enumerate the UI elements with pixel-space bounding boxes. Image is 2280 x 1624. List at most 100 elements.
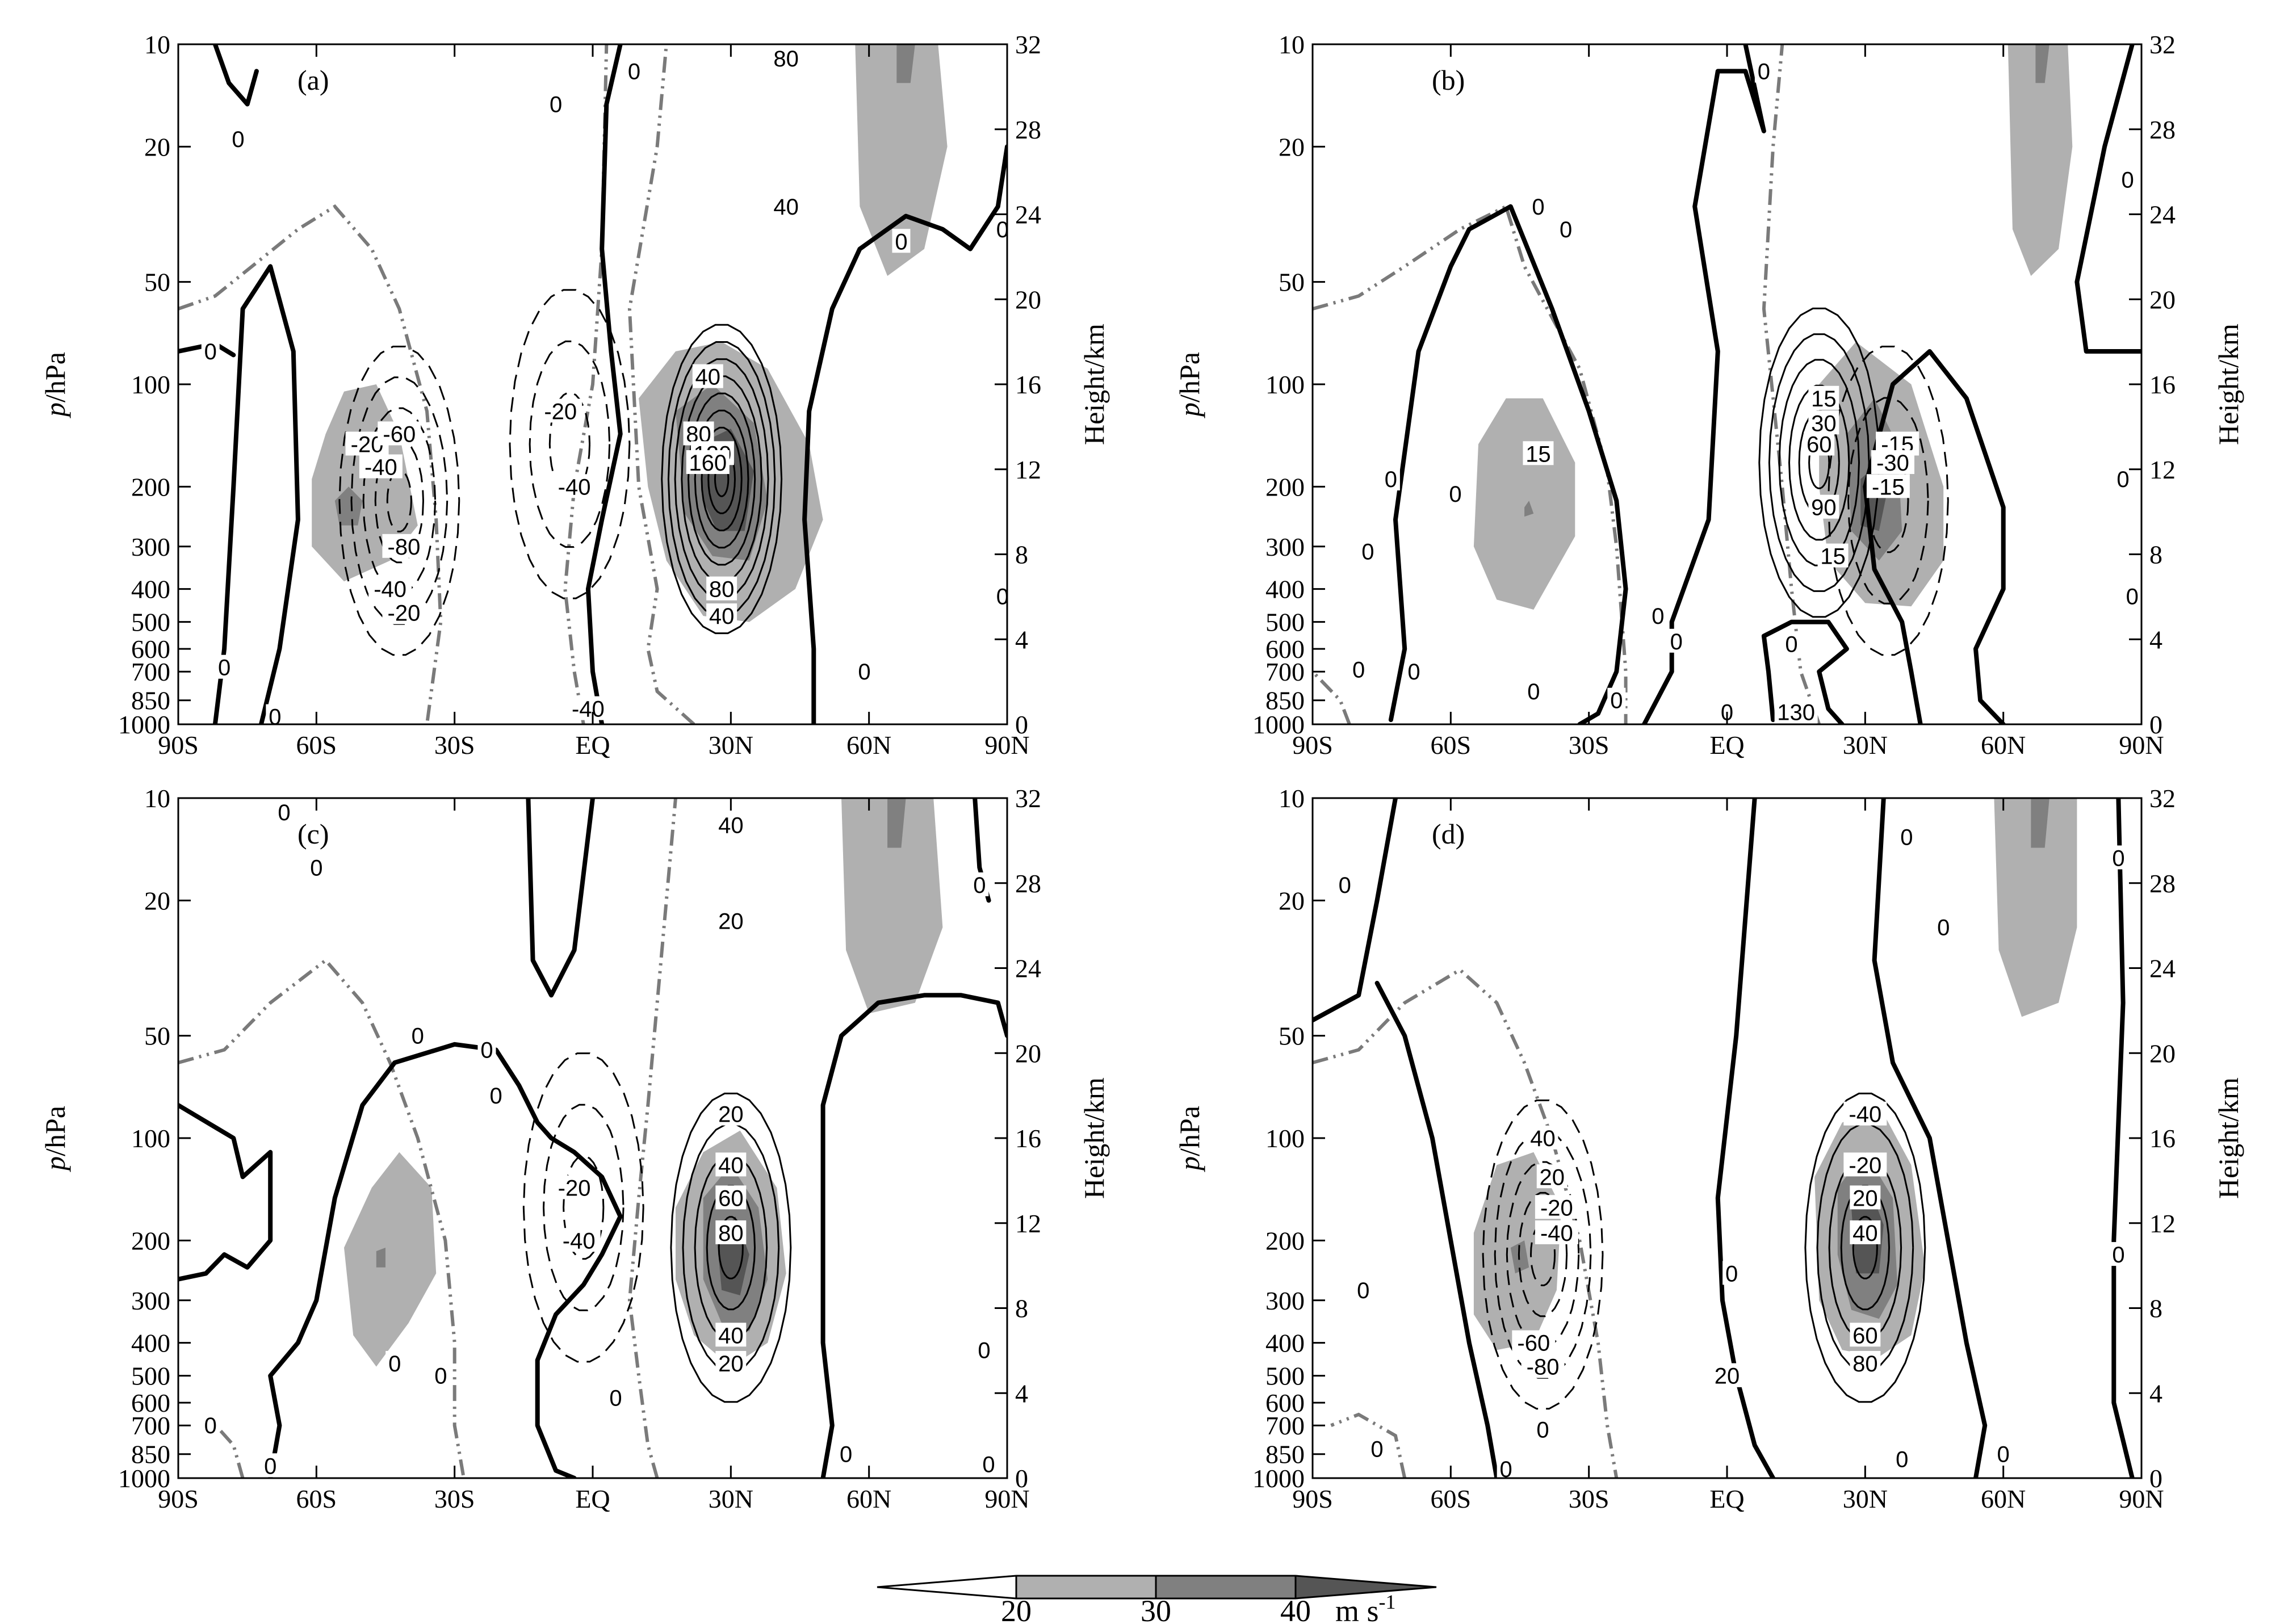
contour-label-bg-21 xyxy=(1808,494,1839,519)
contour-label-9: 0 xyxy=(1370,1437,1383,1462)
y-tick-label: 50 xyxy=(144,268,170,297)
contour-label-21: 90 xyxy=(1811,496,1837,521)
contour-label-2: 0 xyxy=(2112,1243,2124,1268)
y-tick-label: 100 xyxy=(131,1124,170,1153)
zero-contour-4 xyxy=(2074,44,2141,354)
shade-30-region-2 xyxy=(2035,44,2050,83)
contour-label-bg-11 xyxy=(1934,914,1953,939)
zero-contour-3 xyxy=(820,993,1007,1478)
y-axis-label: p/hPa xyxy=(39,352,71,418)
zero-contour-0 xyxy=(1388,204,1628,724)
contour-label-bg-8 xyxy=(993,584,1012,608)
contour-label-2: 0 xyxy=(269,705,281,730)
y2-tick-label: 28 xyxy=(1015,869,1041,898)
x-tick-label: 90N xyxy=(2119,1484,2164,1513)
y-tick-label: 50 xyxy=(1279,1022,1305,1051)
contour-label-6: 0 xyxy=(996,217,1009,242)
contour-label-12: 0 xyxy=(1610,689,1623,714)
contour-label-bg-23 xyxy=(1850,1350,1881,1375)
contour-label-bg-1 xyxy=(229,126,248,150)
shade-20-region-2 xyxy=(855,44,948,276)
y-tick-label: 600 xyxy=(1265,1388,1305,1417)
contour-label-24: -30 xyxy=(1876,451,1909,476)
contour-label-bg-6 xyxy=(1994,1441,2013,1466)
contour-label-14: -20 xyxy=(1540,1195,1573,1220)
y-tick-label: 200 xyxy=(131,1226,170,1255)
contour-label-bg-14 xyxy=(715,812,747,837)
y2-tick-label: 24 xyxy=(2149,200,2176,229)
y-tick-label: 500 xyxy=(1265,608,1305,637)
contour-label-bg-3 xyxy=(547,91,565,116)
negative-0-contour-5 xyxy=(1482,1100,1604,1410)
contour-label-bg-17 xyxy=(552,474,596,498)
contour-label-12: 40 xyxy=(1530,1126,1556,1151)
panel-d: 0000000000004020-20-40-60-80-40-20204060… xyxy=(1173,784,2244,1513)
contour-label-7: 0 xyxy=(2116,467,2129,492)
contour-label-20: 20 xyxy=(1853,1186,1878,1211)
contour-label-bg-16 xyxy=(1782,631,1801,656)
contour-label-bg-12 xyxy=(1527,1126,1558,1149)
contour-label-bg-22 xyxy=(715,1323,747,1347)
y-tick-label: 500 xyxy=(1265,1362,1305,1391)
contour-label-bg-17 xyxy=(557,1228,601,1252)
positive-contour-5 xyxy=(687,392,756,566)
y2-tick-label: 0 xyxy=(1015,1464,1028,1493)
contour-label-bg-25 xyxy=(1712,1363,1742,1387)
contour-label-bg-13 xyxy=(382,534,426,558)
contour-label-bg-16 xyxy=(539,398,582,423)
zero-contour-3 xyxy=(1872,798,1988,1478)
contour-label-18: -40 xyxy=(1849,1102,1881,1127)
x-tick-label: 90N xyxy=(2119,731,2164,759)
positive-contour-4 xyxy=(1816,1123,1914,1372)
contour-label-9: 0 xyxy=(978,1338,990,1363)
y2-axis-label: Height/km xyxy=(1078,1077,1110,1199)
contour-label-bg-0 xyxy=(1381,466,1400,490)
colorbar-unit: m s-1 xyxy=(1335,1591,1396,1624)
positive-contour-4 xyxy=(682,1123,780,1372)
contour-label-13: 20 xyxy=(1540,1165,1565,1190)
contour-label-bg-15 xyxy=(1535,1220,1578,1244)
y-tick-label: 500 xyxy=(131,608,170,637)
contour-label-bg-6 xyxy=(201,1413,220,1437)
colorbar-segment-20-30 xyxy=(1016,1576,1156,1598)
y2-tick-label: 32 xyxy=(1015,784,1041,813)
contour-label-bg-2 xyxy=(1529,194,1548,218)
x-tick-label: 30N xyxy=(709,1484,753,1513)
shade-20-region-2 xyxy=(1994,798,2077,1017)
reference-line-0 xyxy=(178,958,466,1478)
colorbar-unit-exponent: -1 xyxy=(1379,1591,1396,1613)
x-tick-label: 60S xyxy=(296,731,337,759)
y2-tick-label: 20 xyxy=(1015,285,1041,314)
y2-axis-label: Height/km xyxy=(1078,324,1110,445)
colorbar-unit-text: m s xyxy=(1335,1594,1379,1624)
positive-contour-9 xyxy=(661,324,783,635)
negative-0-contour-3 xyxy=(522,1052,644,1363)
contour-label-9: 0 xyxy=(1352,657,1365,682)
colorbar-segment-above-40 xyxy=(1296,1576,1436,1598)
y-tick-label: 20 xyxy=(144,886,170,915)
zero-contour-0 xyxy=(178,1103,273,1282)
y-tick-label: 200 xyxy=(131,472,170,501)
contour-label-bg-2 xyxy=(2109,1242,2128,1266)
y2-tick-label: 28 xyxy=(2149,115,2176,144)
x-tick-label: 60N xyxy=(1981,1484,2026,1513)
x-tick-label: 30N xyxy=(709,731,753,759)
contour-label-bg-22 xyxy=(1850,1323,1881,1347)
contour-label-5: 0 xyxy=(1725,1261,1738,1286)
y-tick-label: 20 xyxy=(144,132,170,161)
positive-contour-3 xyxy=(694,1154,768,1341)
contour-label-bg-0 xyxy=(1335,872,1354,896)
contour-label-bg-4 xyxy=(1497,1456,1515,1480)
shade-30-region-2 xyxy=(2031,798,2050,848)
y-axis-label: p/hPa xyxy=(1173,1106,1205,1172)
reference-line-0 xyxy=(1313,204,1628,724)
contour-label-bg-23 xyxy=(715,1350,747,1375)
y2-tick-label: 12 xyxy=(1015,455,1041,484)
negative-0-contour-4 xyxy=(1494,1130,1592,1379)
contour-label-bg-0 xyxy=(275,799,294,824)
shade-30-region-2 xyxy=(887,798,906,848)
y-tick-label: 400 xyxy=(1265,1329,1305,1358)
zero-contour-3 xyxy=(212,44,259,107)
y2-tick-label: 32 xyxy=(2149,784,2176,813)
